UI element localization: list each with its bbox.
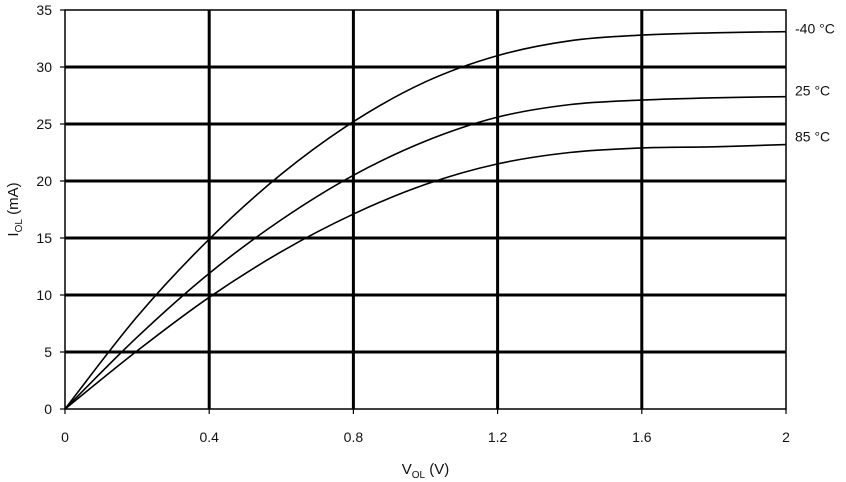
series-label-1: -40 °C (795, 21, 835, 37)
series-line-2 (64, 95, 787, 410)
x-axis-label: VOL (V) (402, 461, 450, 481)
y-tick-label: 5 (44, 344, 52, 360)
y-axis-label-main: I (5, 232, 22, 236)
y-tick-label: 10 (36, 287, 52, 303)
y-tick-label: 0 (44, 401, 52, 417)
x-tick-label: 2 (782, 429, 790, 445)
y-tick-label: 25 (36, 116, 52, 132)
series-line-1 (64, 30, 787, 410)
x-tick-label: 0.8 (344, 429, 364, 445)
x-axis-label-sub: OL (412, 470, 426, 481)
x-tick-label: 0.4 (199, 429, 219, 445)
x-tick-labels: 0 0.4 0.8 1.2 1.6 2 (61, 409, 790, 445)
x-tick-label: 0 (61, 429, 69, 445)
x-tick-label: 1.6 (632, 429, 652, 445)
y-axis-label-unit: (mA) (5, 182, 22, 219)
series-label-3: 85 °C (795, 129, 830, 145)
grid-lines (65, 10, 786, 409)
plot-frame (64, 9, 787, 410)
series-label-2: 25 °C (795, 83, 830, 99)
y-tick-label: 35 (36, 2, 52, 18)
y-tick-label: 20 (36, 173, 52, 189)
x-axis-label-unit: (V) (425, 461, 449, 478)
x-tick-label: 1.2 (488, 429, 508, 445)
series-labels: -40 °C 25 °C 85 °C (795, 21, 835, 145)
series-lines (64, 30, 787, 410)
x-axis-label-main: V (402, 461, 412, 478)
series-line-3 (64, 143, 787, 410)
y-tick-label: 15 (36, 230, 52, 246)
y-tick-label: 30 (36, 59, 52, 75)
y-axis-label-sub: OL (14, 219, 25, 233)
y-tick-labels: 0 5 10 15 20 25 30 35 (36, 2, 65, 417)
y-axis-label: IOL (mA) (5, 182, 25, 236)
